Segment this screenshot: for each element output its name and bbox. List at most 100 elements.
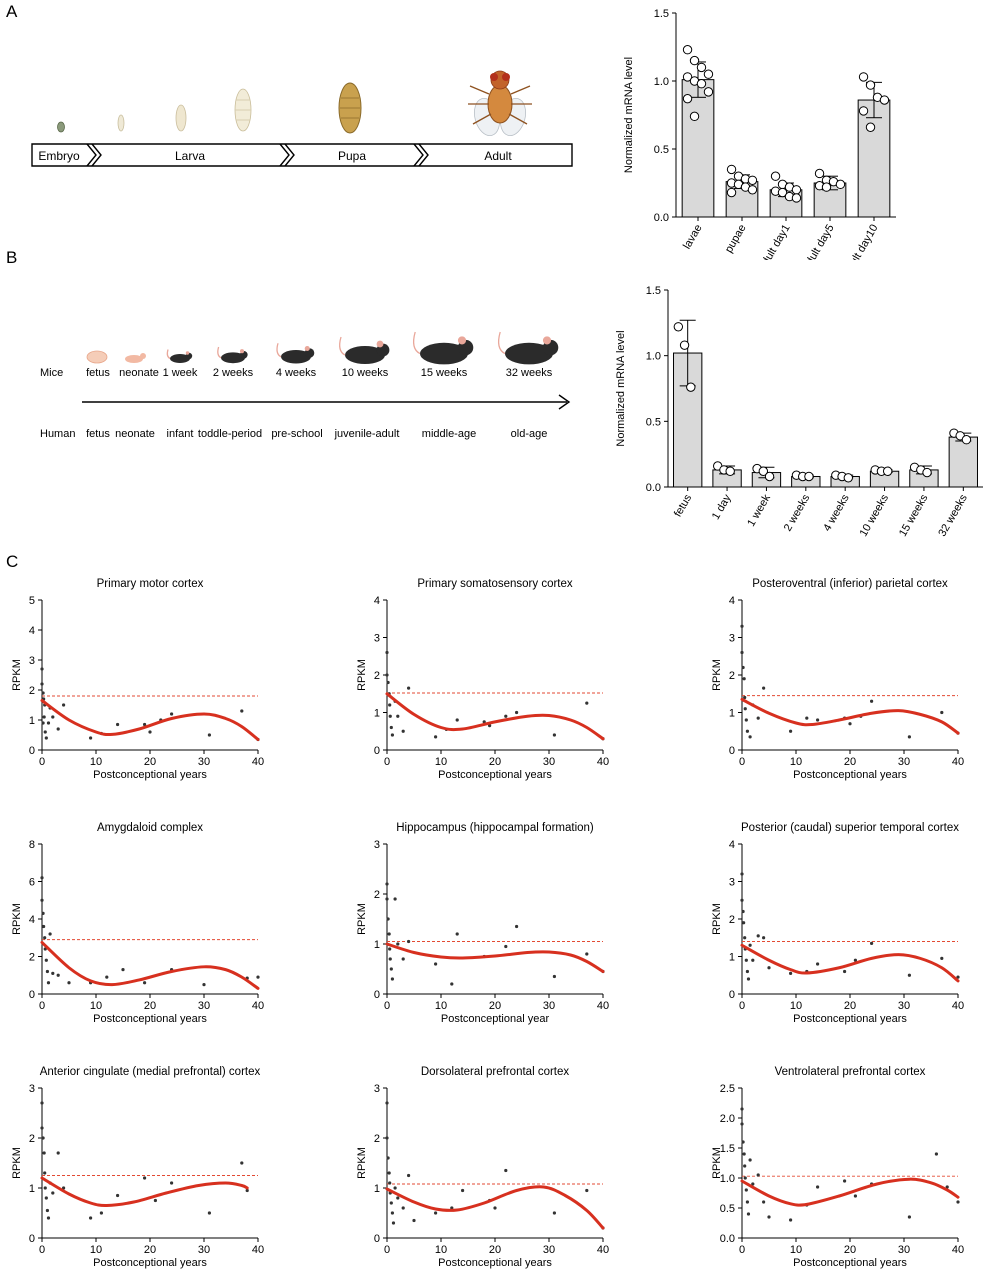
data-point	[385, 882, 389, 886]
y-tick-label: 0	[729, 989, 735, 1001]
chart-title: Primary somatosensory cortex	[417, 578, 573, 590]
bar-chart-fly: 0.0 0.5 1.0 1.5 Normalized mRNA level lavae pu…	[623, 8, 896, 261]
y-tick-label: 2	[29, 1133, 35, 1145]
data-point	[743, 695, 747, 700]
data-point	[42, 1151, 46, 1155]
data-point	[585, 952, 589, 956]
data-point	[396, 1196, 400, 1200]
mouse-ear	[304, 345, 310, 352]
data-point	[385, 673, 389, 677]
data-point	[762, 1200, 766, 1204]
mice-stage-label: 15 weeks	[421, 367, 468, 379]
data-point	[689, 111, 700, 122]
x-tick-label: 0	[739, 1244, 745, 1256]
data-point	[390, 977, 394, 981]
data-point	[45, 1208, 50, 1213]
scatter-amygdaloid-complex: Amygdaloid complex 0 2 4 6 8 0 10 20 30 40 Postconc…	[11, 822, 264, 1025]
x-tick-label: 20	[144, 756, 156, 768]
x-tick-label: 40	[952, 1244, 964, 1256]
y-tick-label: 1	[29, 715, 35, 727]
data-point	[385, 650, 389, 655]
data-point	[726, 187, 737, 198]
data-point	[843, 1179, 847, 1183]
x-tick-label: 30	[898, 1244, 910, 1256]
data-point	[747, 175, 758, 185]
data-point	[865, 80, 876, 90]
y-axis-label: RPKM	[356, 903, 368, 935]
fly-timeline: Embryo Larva Pupa Adult	[31, 70, 573, 167]
data-point	[504, 714, 508, 718]
x-tick-label: 40	[597, 1244, 609, 1256]
x-tick-label: 40	[252, 1000, 264, 1012]
data-point	[764, 471, 775, 482]
data-point	[843, 473, 854, 483]
data-point	[385, 897, 389, 901]
data-point	[940, 710, 944, 715]
data-point	[40, 1101, 44, 1105]
x-tick-label: 10	[90, 1244, 102, 1256]
data-point	[121, 968, 125, 972]
data-point	[46, 721, 51, 725]
fetus-icon	[86, 350, 108, 364]
data-point	[89, 1216, 93, 1220]
data-point	[858, 106, 869, 116]
x-tick-label: 30	[198, 1244, 210, 1256]
x-tick-label: 20	[144, 1244, 156, 1256]
y-tick-label: 0.5	[720, 1203, 735, 1215]
x-tick-label: 30	[543, 1000, 555, 1012]
x-tick-label: 15 weeks	[897, 492, 931, 539]
x-tick-label: 2 weeks	[782, 492, 813, 533]
data-point	[805, 716, 809, 720]
data-point	[703, 87, 714, 97]
x-tick-label: 20	[844, 1244, 856, 1256]
y-tick-label: 1.0	[654, 76, 669, 88]
data-point	[756, 716, 760, 720]
data-point	[389, 967, 393, 971]
x-tick-label: 32 weeks	[936, 492, 970, 539]
y-tick-label: 4	[729, 595, 735, 607]
data-point	[388, 703, 392, 707]
pupa-icon	[338, 82, 362, 134]
panel-label-b: B	[6, 248, 18, 267]
x-tick-label: 20	[844, 1000, 856, 1012]
fit-curve	[40, 940, 260, 990]
y-tick-label: 1	[374, 939, 380, 951]
data-point	[552, 733, 556, 737]
x-tick-label: 10	[435, 1000, 447, 1012]
data-point	[40, 682, 44, 686]
data-point	[682, 45, 693, 55]
embryo-icon	[57, 121, 65, 133]
human-stage-label: toddle-period	[198, 428, 262, 440]
data-point	[389, 1201, 393, 1205]
x-tick-label: adult day1	[757, 223, 793, 261]
data-point	[450, 982, 454, 986]
x-tick-label: adult day10	[842, 223, 881, 261]
data-point	[758, 466, 769, 476]
mouse-tail	[497, 331, 506, 355]
mice-stage-label: 1 week	[163, 367, 198, 379]
data-point	[945, 1185, 949, 1189]
y-tick-label: 0.5	[646, 416, 661, 428]
chart-title: Posteroventral (inferior) parietal corte…	[752, 578, 948, 590]
x-tick-label: 30	[198, 756, 210, 768]
x-axis-label: Postconceptional years	[93, 769, 207, 781]
mouse-body	[420, 342, 468, 365]
y-tick-label: 0	[29, 745, 35, 757]
data-point	[245, 1188, 249, 1193]
y-tick-label: 5	[29, 595, 35, 607]
data-point	[393, 897, 397, 901]
y-tick-label: 1.5	[654, 8, 669, 20]
x-tick-label: 10	[90, 756, 102, 768]
x-tick-label: 10	[790, 1244, 802, 1256]
data-point	[40, 898, 44, 902]
mice-stage-label: 10 weeks	[342, 367, 389, 379]
y-tick-label: 2	[374, 670, 380, 682]
bar-chart-mouse: 0.0 0.5 1.0 1.5 Normalized mRNA level fetus 1 …	[615, 285, 983, 539]
scatter-primary-motor-cortex: Primary motor cortex 0 1 2 3 4 5 0 10 20 30 40 Postc…	[11, 578, 264, 781]
x-tick-label: 10	[790, 756, 802, 768]
data-point	[407, 939, 411, 944]
data-point	[51, 1191, 55, 1195]
human-stage-label: fetus	[86, 428, 110, 440]
data-point	[388, 714, 392, 718]
